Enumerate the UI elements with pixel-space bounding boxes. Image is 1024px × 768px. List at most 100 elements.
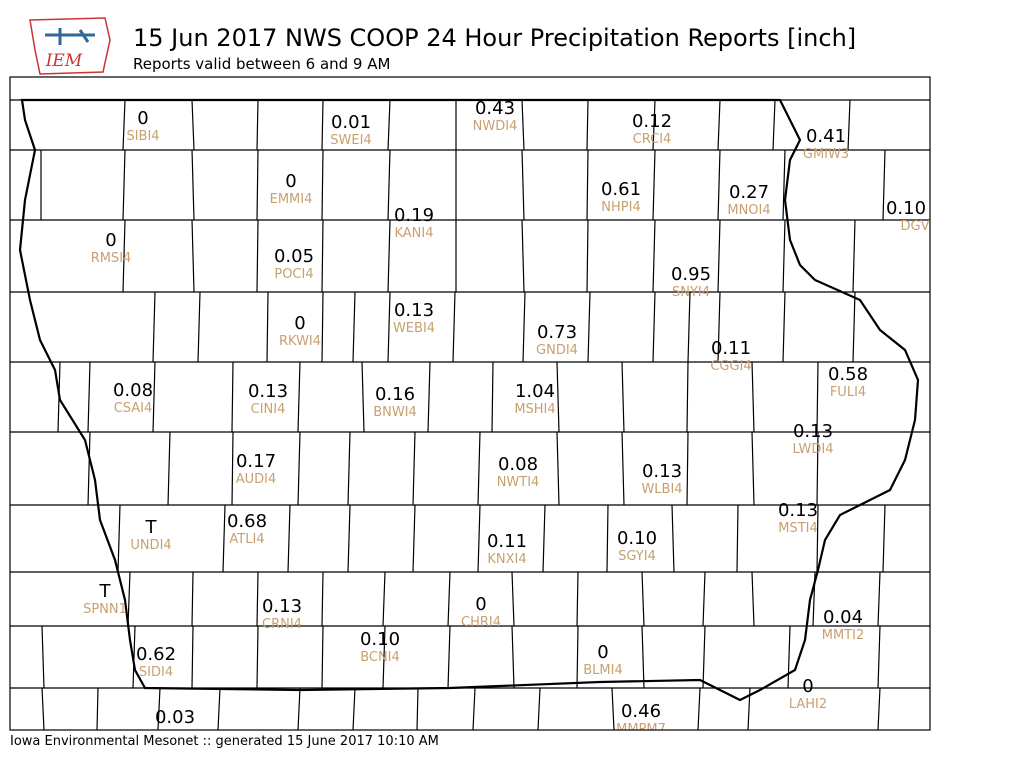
station-value: 0.19 [394, 205, 434, 226]
map-frame [9, 76, 931, 731]
station-id: SIBI4 [126, 129, 159, 144]
station-id: SWEI4 [330, 133, 371, 148]
logo: IEM [29, 17, 111, 75]
station-id: NHPI4 [601, 200, 640, 215]
station-value: 0.03 [155, 707, 195, 728]
station-value: 0.10 [360, 629, 400, 650]
station-id: MSTI4 [778, 521, 818, 536]
station-value: 0.11 [487, 531, 527, 552]
station-id: BCNI4 [360, 650, 400, 665]
station-value: 0.10 [617, 528, 657, 549]
station-value: 0 [294, 313, 305, 334]
station-value: 0 [475, 594, 486, 615]
station-id: CHRI4 [461, 615, 501, 630]
station-value: 0.13 [793, 421, 833, 442]
station-id: MSHI4 [514, 402, 555, 417]
station-value: 0.05 [274, 246, 314, 267]
station-id: RKWI4 [279, 334, 321, 349]
station-id: BNWI4 [373, 405, 417, 420]
station-value: 0.08 [113, 380, 153, 401]
logo-text: IEM [45, 51, 83, 71]
station-value: 0.11 [711, 338, 751, 359]
station: 0.03 [155, 707, 195, 728]
station-id: BLMI4 [583, 663, 622, 678]
station-id: MNOI4 [727, 203, 770, 218]
footer: Iowa Environmental Mesonet :: generated … [10, 734, 439, 749]
station-id: CINI4 [251, 402, 286, 417]
station-value: 0.10 [886, 198, 926, 219]
station-value: 0 [105, 230, 116, 251]
station-id: ATLI4 [229, 532, 264, 547]
station-id: SPNN1 [83, 602, 127, 617]
station-id: WLBI4 [641, 482, 682, 497]
station-id: MMTI2 [822, 628, 864, 643]
station-value: T [99, 581, 112, 602]
subtitle: Reports valid between 6 and 9 AM [133, 55, 390, 73]
station-id: KNXI4 [487, 552, 526, 567]
station-value: 0 [285, 171, 296, 192]
station-id: CSAI4 [114, 401, 153, 416]
station-id: SIDI4 [139, 665, 173, 680]
station-id: FULI4 [830, 385, 866, 400]
station-id: CRNI4 [262, 617, 302, 632]
station-value: 0.27 [729, 182, 769, 203]
station-value: 0.12 [632, 111, 672, 132]
station-id: KANI4 [394, 226, 433, 241]
station-id: SGYI4 [618, 549, 656, 564]
station-value: 0.17 [236, 451, 276, 472]
station-value: 0.13 [262, 596, 302, 617]
station-value: 1.04 [515, 381, 555, 402]
station-id: NWTI4 [497, 475, 540, 490]
station-value: 0.04 [823, 607, 863, 628]
station-id: RMSI4 [91, 251, 132, 266]
station-value: 0.73 [537, 322, 577, 343]
station-id: CGGI4 [710, 359, 751, 374]
station-value: 0 [802, 676, 813, 697]
station-id: UNDI4 [130, 538, 171, 553]
station-id: LAHI2 [789, 697, 827, 712]
title: 15 Jun 2017 NWS COOP 24 Hour Precipitati… [133, 24, 856, 52]
station-value: 0.01 [331, 112, 371, 133]
station-value: 0.95 [671, 264, 711, 285]
station-value: 0.16 [375, 384, 415, 405]
station-id: DGV [901, 219, 930, 234]
station-value: 0.62 [136, 644, 176, 665]
station-value: 0.61 [601, 179, 641, 200]
station-id: GMIW3 [803, 147, 849, 162]
station-id: NWDI4 [473, 119, 518, 134]
county-lines [10, 99, 930, 730]
